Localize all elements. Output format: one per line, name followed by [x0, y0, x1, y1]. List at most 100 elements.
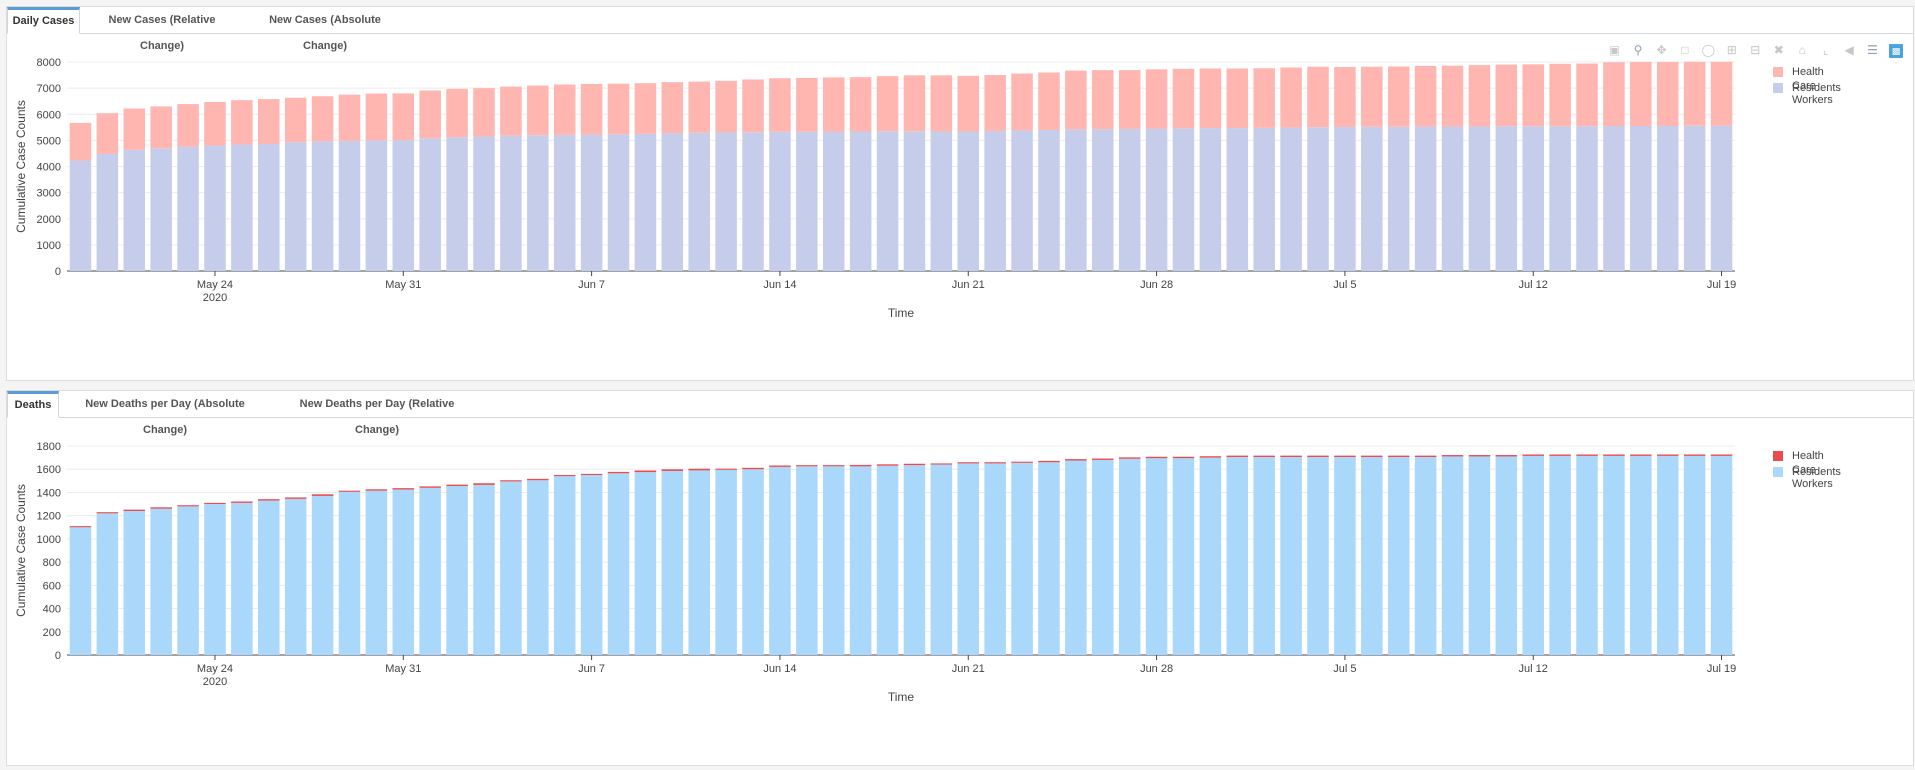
bar-residents[interactable] — [1576, 126, 1598, 271]
bar-health-care-workers[interactable] — [688, 468, 710, 471]
bar-health-care-workers[interactable] — [553, 475, 576, 477]
bar-health-care-workers[interactable] — [1603, 62, 1625, 127]
bar-residents[interactable] — [1522, 455, 1544, 655]
bar-residents[interactable] — [984, 130, 1006, 271]
bar-health-care-workers[interactable] — [1118, 457, 1141, 459]
bar-health-care-workers[interactable] — [500, 86, 522, 136]
bar-health-care-workers[interactable] — [365, 489, 388, 491]
hover-compare-icon[interactable]: ☰ — [1867, 43, 1878, 57]
pan-icon[interactable]: ✥ — [1656, 43, 1667, 57]
bar-health-care-workers[interactable] — [1683, 61, 1706, 126]
zoom-in-icon[interactable]: ⊞ — [1726, 43, 1737, 57]
bar-residents[interactable] — [231, 144, 253, 271]
bar-residents[interactable] — [1334, 457, 1356, 655]
bar-residents[interactable] — [150, 148, 172, 271]
bar-health-care-workers[interactable] — [1710, 454, 1733, 456]
bar-health-care-workers[interactable] — [957, 75, 980, 132]
bar-health-care-workers[interactable] — [553, 84, 576, 135]
bar-health-care-workers[interactable] — [1630, 62, 1652, 127]
bar-residents[interactable] — [1118, 128, 1141, 271]
tab-new-cases-absolute[interactable]: New Cases (Absolute Change) — [269, 14, 381, 52]
bar-residents[interactable] — [338, 491, 361, 655]
bar-residents[interactable] — [903, 465, 926, 655]
bar-health-care-workers[interactable] — [284, 97, 307, 143]
zoom-out-icon[interactable]: ⊟ — [1750, 43, 1761, 57]
bar-residents[interactable] — [1199, 128, 1222, 271]
bar-residents[interactable] — [419, 138, 441, 271]
bar-residents[interactable] — [1630, 126, 1652, 271]
bar-residents[interactable] — [473, 136, 495, 271]
bar-health-care-workers[interactable] — [1307, 66, 1329, 128]
bar-health-care-workers[interactable] — [1387, 66, 1410, 127]
bar-health-care-workers[interactable] — [419, 486, 441, 488]
bar-health-care-workers[interactable] — [661, 82, 684, 134]
bar-residents[interactable] — [849, 131, 872, 271]
bar-residents[interactable] — [1145, 128, 1168, 271]
bar-residents[interactable] — [419, 487, 441, 655]
bar-residents[interactable] — [1495, 456, 1518, 655]
tab-deaths[interactable]: Deaths — [7, 391, 59, 418]
tab-new-deaths-relative[interactable]: New Deaths per Day (Relative Change) — [299, 398, 455, 436]
bar-residents[interactable] — [1226, 457, 1249, 655]
bar-residents[interactable] — [1603, 126, 1625, 271]
bar-residents[interactable] — [123, 511, 146, 655]
bar-health-care-workers[interactable] — [96, 512, 119, 514]
bar-health-care-workers[interactable] — [1253, 455, 1275, 458]
bar-residents[interactable] — [1307, 457, 1329, 655]
bar-health-care-workers[interactable] — [1226, 455, 1249, 458]
bar-residents[interactable] — [1630, 455, 1652, 655]
bar-health-care-workers[interactable] — [1522, 64, 1544, 127]
bar-health-care-workers[interactable] — [1334, 66, 1356, 128]
bar-residents[interactable] — [1145, 458, 1168, 655]
bar-health-care-workers[interactable] — [392, 93, 415, 141]
bar-residents[interactable] — [661, 133, 684, 271]
bar-health-care-workers[interactable] — [984, 462, 1006, 464]
autoscale-icon[interactable]: ✖ — [1773, 43, 1784, 57]
bar-residents[interactable] — [796, 131, 818, 271]
bar-health-care-workers[interactable] — [392, 488, 415, 490]
bar-residents[interactable] — [1038, 462, 1060, 655]
bar-health-care-workers[interactable] — [473, 483, 495, 485]
bar-residents[interactable] — [903, 131, 926, 271]
bar-health-care-workers[interactable] — [1361, 455, 1383, 458]
bar-health-care-workers[interactable] — [1092, 70, 1114, 130]
bar-health-care-workers[interactable] — [419, 90, 441, 139]
bar-residents[interactable] — [204, 145, 226, 271]
bar-residents[interactable] — [849, 466, 872, 655]
bar-health-care-workers[interactable] — [123, 509, 146, 512]
bar-health-care-workers[interactable] — [607, 471, 630, 474]
bar-health-care-workers[interactable] — [1468, 65, 1491, 127]
bar-residents[interactable] — [580, 134, 603, 271]
bar-residents[interactable] — [930, 464, 953, 655]
bar-health-care-workers[interactable] — [500, 480, 522, 482]
bar-health-care-workers[interactable] — [527, 478, 549, 481]
bar-residents[interactable] — [634, 472, 657, 655]
bar-residents[interactable] — [96, 153, 119, 271]
bar-health-care-workers[interactable] — [311, 96, 334, 142]
bar-health-care-workers[interactable] — [715, 468, 737, 470]
bar-residents[interactable] — [1038, 129, 1060, 271]
bar-residents[interactable] — [1172, 128, 1195, 271]
bar-residents[interactable] — [715, 132, 737, 271]
bar-health-care-workers[interactable] — [1011, 461, 1033, 463]
bar-health-care-workers[interactable] — [96, 113, 119, 154]
bar-health-care-workers[interactable] — [769, 78, 791, 132]
bar-residents[interactable] — [661, 470, 684, 655]
bar-health-care-workers[interactable] — [876, 76, 899, 132]
tab-daily-cases[interactable]: Daily Cases — [7, 7, 80, 34]
camera-icon[interactable]: ▣ — [1608, 43, 1621, 57]
bar-residents[interactable] — [338, 140, 361, 271]
bar-health-care-workers[interactable] — [338, 490, 361, 492]
bar-health-care-workers[interactable] — [1118, 70, 1141, 129]
bar-residents[interactable] — [392, 140, 415, 271]
bar-residents[interactable] — [1092, 459, 1114, 655]
bar-health-care-workers[interactable] — [607, 83, 630, 135]
bar-health-care-workers[interactable] — [1253, 68, 1275, 128]
bar-residents[interactable] — [984, 463, 1006, 655]
bar-health-care-workers[interactable] — [1172, 456, 1195, 459]
bar-residents[interactable] — [822, 131, 845, 271]
bar-health-care-workers[interactable] — [1495, 64, 1518, 127]
bar-residents[interactable] — [500, 135, 522, 271]
bar-health-care-workers[interactable] — [1145, 69, 1168, 129]
bar-residents[interactable] — [96, 513, 119, 655]
